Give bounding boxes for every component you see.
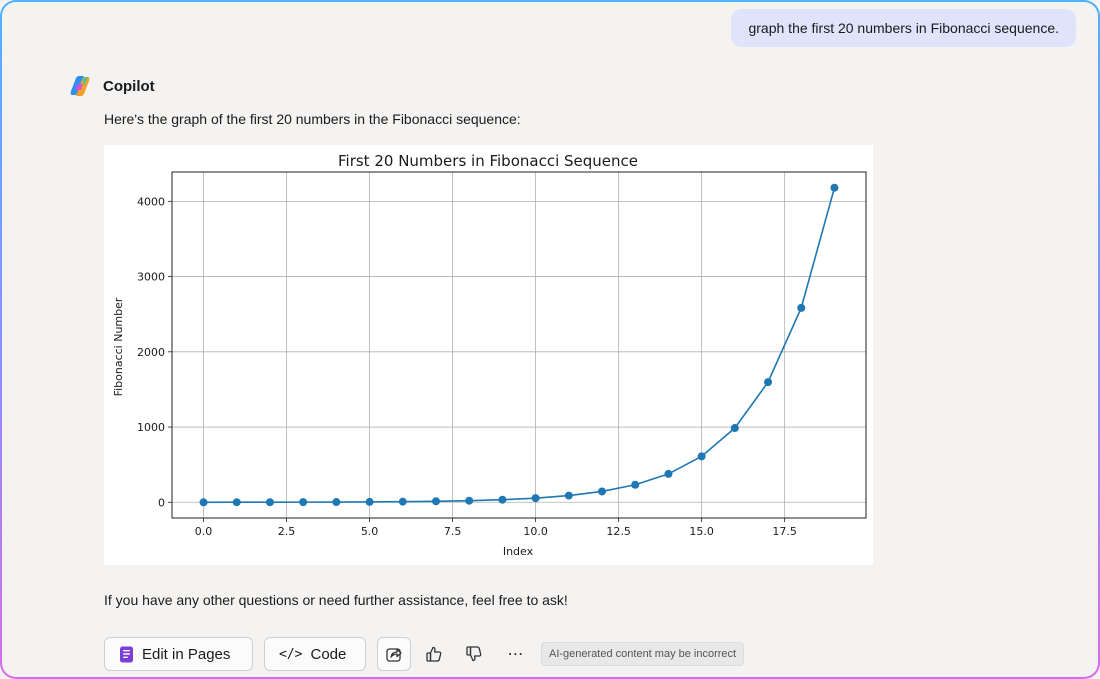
data-point [664, 469, 673, 478]
data-point [332, 498, 341, 507]
chart-card: 0.0 2.5 5.0 7.5 10.0 12.5 15.0 17.5 0 1000 2000 300… [104, 145, 873, 565]
response-actions: Edit in Pages </> Code ⋯ AI-generated co… [104, 636, 745, 672]
chart-title: First 20 Numbers in Fibonacci Sequence [338, 152, 638, 170]
assistant-header: Copilot [67, 73, 155, 99]
data-point [232, 498, 241, 507]
y-tick-label: 2000 [137, 346, 165, 359]
data-point [498, 495, 507, 504]
y-tick-label: 4000 [137, 195, 165, 208]
data-point [564, 491, 573, 500]
x-tick-label: 15.0 [689, 525, 714, 538]
like-button[interactable] [417, 637, 451, 671]
edit-in-pages-label: Edit in Pages [142, 645, 231, 663]
y-tick-label: 0 [158, 496, 165, 509]
edit-in-pages-button[interactable]: Edit in Pages [104, 637, 253, 671]
data-point [764, 378, 773, 387]
share-icon [386, 648, 402, 662]
fibonacci-chart: 0.0 2.5 5.0 7.5 10.0 12.5 15.0 17.5 0 1000 2000 300… [112, 152, 867, 558]
data-point [365, 497, 374, 506]
data-point [465, 496, 474, 505]
x-tick-label: 12.5 [606, 525, 631, 538]
thumbs-down-icon [466, 646, 482, 662]
x-tick-label: 10.0 [523, 525, 548, 538]
more-options-button[interactable]: ⋯ [499, 637, 533, 671]
user-message-bubble: graph the first 20 numbers in Fibonacci … [731, 9, 1076, 47]
code-glyph: </> [279, 646, 303, 662]
data-point [299, 498, 308, 507]
more-icon: ⋯ [507, 646, 525, 663]
series-line [203, 187, 836, 504]
x-tick-label: 5.0 [361, 525, 379, 538]
data-point [265, 498, 274, 507]
data-point [631, 480, 640, 489]
x-tick-label: 2.5 [278, 525, 296, 538]
dislike-button[interactable] [457, 637, 491, 671]
data-point [598, 487, 607, 496]
data-point [797, 303, 806, 312]
data-point [697, 452, 706, 461]
y-tick-label: 3000 [137, 271, 165, 284]
assistant-intro-text: Here's the graph of the first 20 numbers… [104, 111, 521, 127]
data-point [431, 497, 440, 506]
x-tick-label: 7.5 [444, 525, 462, 538]
thumbs-up-icon [426, 646, 442, 662]
assistant-outro-text: If you have any other questions or need … [104, 592, 568, 608]
x-axis-label: Index [503, 545, 534, 558]
copilot-logo-icon [70, 76, 90, 96]
x-tick-label: 17.5 [772, 525, 797, 538]
data-point [398, 497, 407, 506]
axis-ticks: 0.0 2.5 5.0 7.5 10.0 12.5 15.0 17.5 0 1000 2000 300… [137, 195, 797, 538]
y-axis-label: Fibonacci Number [112, 297, 125, 396]
plot-frame [171, 171, 867, 519]
x-tick-label: 0.0 [195, 525, 213, 538]
code-button[interactable]: </> Code [264, 637, 366, 671]
data-point [730, 424, 739, 433]
ai-disclaimer-badge: AI-generated content may be incorrect [541, 642, 745, 666]
assistant-name: Copilot [103, 77, 155, 95]
data-point [531, 494, 540, 503]
grid-lines [172, 172, 866, 518]
series-markers [199, 183, 839, 507]
share-button[interactable] [377, 637, 411, 671]
data-point [199, 498, 208, 507]
y-tick-label: 1000 [137, 421, 165, 434]
pages-icon [120, 646, 133, 662]
data-point [830, 183, 839, 192]
code-label: Code [310, 645, 347, 663]
